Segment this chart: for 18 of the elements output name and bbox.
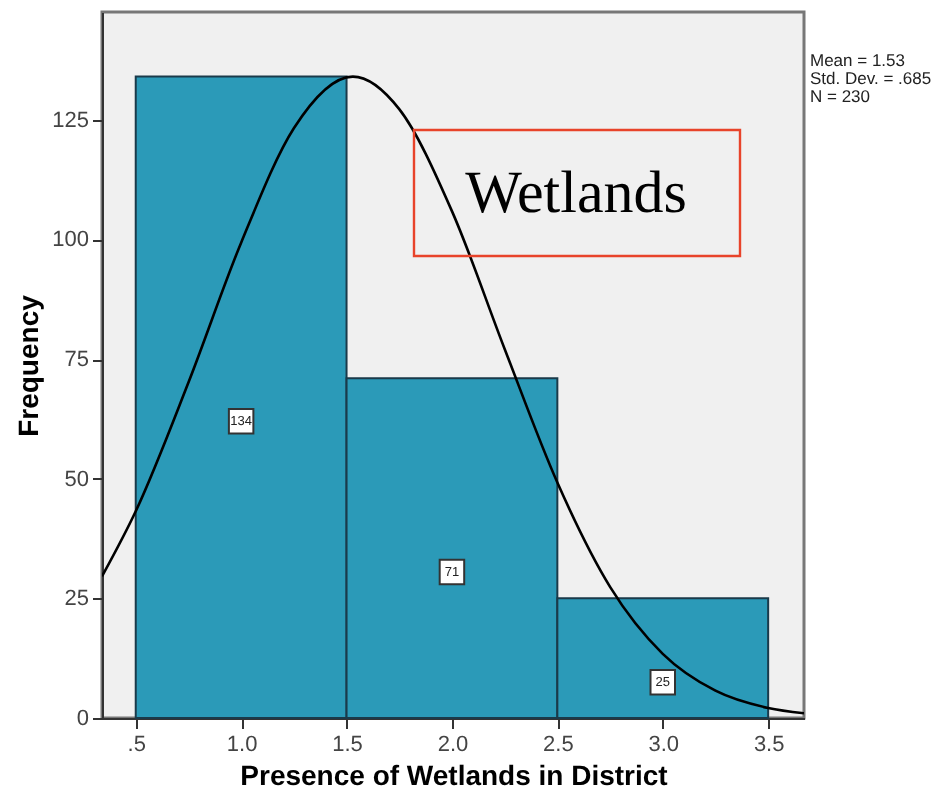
line-series (102, 75, 804, 715)
y-tick-label: 125 (52, 108, 89, 133)
x-tick-label: 2.5 (543, 733, 574, 757)
x-tick-label: 3.0 (648, 733, 680, 757)
y-tick-label: 100 (52, 228, 89, 253)
x-tick-label: .5 (127, 733, 146, 757)
x-tick-label: 2.0 (437, 733, 469, 757)
y-tick-label: 50 (64, 467, 89, 492)
y-axis-title: Frequency (12, 294, 45, 437)
x-tick-label: 1.5 (332, 733, 363, 757)
y-tick-label: 25 (64, 587, 89, 612)
annotation: Wetlands (465, 160, 687, 226)
x-axis-title: Presence of Wetlands in District (240, 759, 669, 791)
y-tick-label: 0 (76, 707, 89, 731)
y-tick-label: 75 (64, 348, 89, 373)
text: Mean = 1.53 Std. Dev. = .685 N = 230 (810, 50, 932, 106)
x-tick-label: 1.0 (226, 733, 258, 757)
x-tick-label: 3.5 (753, 733, 785, 757)
